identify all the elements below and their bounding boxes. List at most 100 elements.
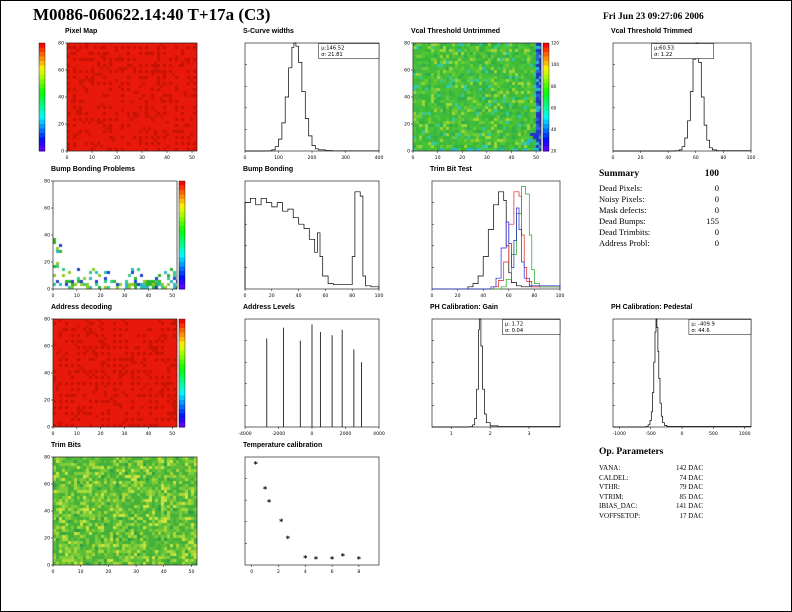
svg-text:0: 0 xyxy=(61,149,64,155)
svg-text:σ: 21.81: σ: 21.81 xyxy=(321,52,343,58)
svg-text:σ: 1.22: σ: 1.22 xyxy=(654,52,672,58)
address-decoding-plot: 0 10 20 30 40 50 0 20 40 60 80 xyxy=(44,317,186,437)
svg-text:30: 30 xyxy=(122,431,128,437)
svg-text:1000: 1000 xyxy=(739,431,751,437)
param-row: Dead Pixels: 0 xyxy=(599,183,719,194)
svg-text:μ: 1.72: μ: 1.72 xyxy=(505,322,523,328)
trim-bit-test-plot: 0 20 40 60 80 100 xyxy=(431,180,565,299)
panel-bump-bonding-problems: Bump Bonding Problems 0 10 20 30 40 50 0 20 40 60… xyxy=(37,165,203,301)
svg-text:40: 40 xyxy=(58,95,64,101)
page-title: M0086-060622.14:40 T+17a (C3) xyxy=(33,5,271,24)
svg-text:20: 20 xyxy=(58,122,64,128)
svg-text:10: 10 xyxy=(74,293,80,299)
svg-text:3: 3 xyxy=(528,431,531,437)
svg-text:300: 300 xyxy=(341,155,350,161)
svg-text:50: 50 xyxy=(169,431,175,437)
svg-text:-1000: -1000 xyxy=(613,431,626,437)
vcal-threshold-untrimmed-plot: 0 10 20 30 40 50 0 20 40 60 80 120 100 80 60 40 20 xyxy=(404,41,559,161)
svg-text:2: 2 xyxy=(277,569,280,575)
param-value: 17 DAC xyxy=(679,511,703,520)
vcal-threshold-untrimmed-title: Vcal Threshold Untrimmed xyxy=(411,28,501,35)
svg-text:σ: 0.04: σ: 0.04 xyxy=(505,328,524,334)
bump-bonding-problems-heatmap xyxy=(37,177,203,301)
panel-vcal-threshold-trimmed: Vcal Threshold Trimmed 0 20 40 60 80 100 μ:60.… xyxy=(597,27,757,163)
svg-text:80: 80 xyxy=(551,84,557,89)
svg-text:40: 40 xyxy=(145,431,151,437)
param-row: Address Probl: 0 xyxy=(599,238,719,249)
svg-text:60: 60 xyxy=(44,482,50,488)
svg-text:4: 4 xyxy=(304,569,307,575)
svg-text:40: 40 xyxy=(509,155,515,161)
svg-text:*: * xyxy=(357,555,362,564)
ph-calibration-gain-plot: 1 2 3 μ: 1.72σ: 0.04 xyxy=(431,318,561,437)
svg-text:1: 1 xyxy=(450,431,453,437)
scurve-widths-title: S-Curve widths xyxy=(243,28,294,35)
svg-text:80: 80 xyxy=(349,293,355,299)
trim-bits-plot: 0 10 20 30 40 50 0 20 40 60 80 xyxy=(44,455,198,575)
param-value: 0 xyxy=(714,238,719,248)
ph-calibration-pedestal-plot: -1000 -500 0 500 1000 μ: -409.9σ: 44.6 xyxy=(613,318,752,437)
svg-text:50: 50 xyxy=(533,155,539,161)
svg-text:10: 10 xyxy=(435,155,441,161)
param-value: 0 xyxy=(714,205,719,215)
panel-address-decoding: Address decoding 0 10 20 30 40 50 0 20 40 60 80 xyxy=(37,303,203,439)
panel-trim-bits: Trim Bits 0 10 20 30 40 50 0 20 40 60 80 xyxy=(37,441,203,577)
address-levels-title: Address Levels xyxy=(243,304,295,311)
svg-text:80: 80 xyxy=(531,293,537,299)
panel-temperature-calibration: Temperature calibration 0 2 4 6 8 * * * * * * * * * * xyxy=(229,441,385,577)
param-value: 74 DAC xyxy=(679,473,703,482)
report-timestamp: Fri Jun 23 09:27:06 2006 xyxy=(603,12,704,22)
svg-text:100: 100 xyxy=(747,155,756,161)
svg-text:20: 20 xyxy=(44,260,50,266)
param-value: 79 DAC xyxy=(679,483,703,491)
svg-text:20: 20 xyxy=(269,293,275,299)
bump-bonding-problems-plot: 0 10 20 30 40 50 0 20 40 60 80 xyxy=(44,179,186,299)
svg-text:200: 200 xyxy=(308,155,317,161)
param-value: 0 xyxy=(714,183,719,193)
svg-text:60: 60 xyxy=(58,68,64,74)
summary-score: 100 xyxy=(704,169,719,179)
svg-text:500: 500 xyxy=(709,431,718,437)
svg-text:*: * xyxy=(267,498,272,507)
svg-text:20: 20 xyxy=(404,122,410,128)
param-label: Noisy Pixels: xyxy=(599,194,645,204)
svg-text:0: 0 xyxy=(681,431,684,437)
svg-text:0: 0 xyxy=(66,155,69,161)
svg-text:20: 20 xyxy=(105,569,111,575)
param-row: VTHR: 79 DAC xyxy=(599,483,703,493)
param-row: Mask defects: 0 xyxy=(599,205,719,216)
svg-text:20: 20 xyxy=(98,431,104,437)
svg-text:2000: 2000 xyxy=(340,431,352,437)
bump-bonding-title: Bump Bonding xyxy=(243,166,294,173)
svg-text:*: * xyxy=(254,460,259,469)
trim-bit-test-title: Trim Bit Test xyxy=(430,166,472,173)
param-value: 141 DAC xyxy=(675,502,703,510)
svg-text:*: * xyxy=(263,485,268,494)
param-row: Dead Trimbits: 0 xyxy=(599,227,719,238)
summary-header: Summary 100 xyxy=(599,169,719,179)
svg-text:100: 100 xyxy=(556,293,565,299)
svg-text:*: * xyxy=(314,555,319,564)
pixel-map-title: Pixel Map xyxy=(65,28,98,35)
svg-text:4000: 4000 xyxy=(373,431,385,437)
address-decoding-heatmap xyxy=(37,315,203,439)
param-value: 142 DAC xyxy=(675,464,703,472)
trim-bits-heatmap xyxy=(37,453,203,577)
vcal-threshold-trimmed-plot: 0 20 40 60 80 100 μ:60.53σ: 1.22 xyxy=(612,42,756,161)
panel-ph-calibration-gain: PH Calibration: Gain 1 2 3 μ: 1.72 σ: 0.04 xyxy=(416,303,566,439)
svg-text:20: 20 xyxy=(551,149,557,154)
bump-bonding-plot: 0 20 40 60 80 100 xyxy=(244,180,383,299)
param-value: 155 xyxy=(706,216,719,226)
svg-text:0: 0 xyxy=(244,293,247,299)
param-label: CALDEL: xyxy=(599,473,629,482)
svg-text:30: 30 xyxy=(139,155,145,161)
svg-text:0: 0 xyxy=(47,287,50,293)
svg-text:40: 40 xyxy=(44,509,50,515)
svg-text:120: 120 xyxy=(551,41,559,46)
op-parameters-rows: VANA: 142 DAC CALDEL: 74 DAC VTHR: 79 DAC VTRI… xyxy=(599,464,703,521)
svg-text:6: 6 xyxy=(331,569,334,575)
svg-text:*: * xyxy=(341,552,346,561)
op-parameters-block: Op. Parameters VANA: 142 DAC CALDEL: 74 DAC… xyxy=(599,447,703,521)
svg-text:0: 0 xyxy=(612,155,615,161)
